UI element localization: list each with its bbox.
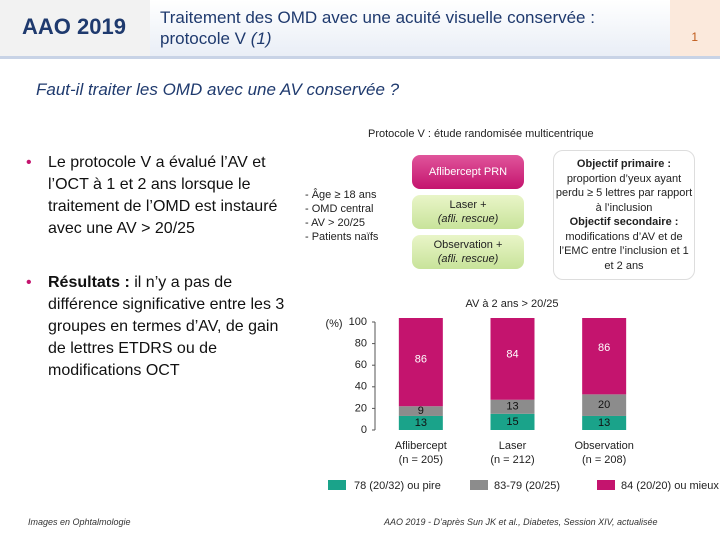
y-tick-label: 20 bbox=[355, 402, 367, 414]
arm-box: Laser + (afli. rescue) bbox=[412, 195, 524, 229]
y-axis-label: (%) bbox=[325, 318, 342, 330]
legend-label: 78 (20/32) ou pire bbox=[354, 480, 441, 492]
page-number: 1 bbox=[691, 30, 698, 44]
data-label: 15 bbox=[506, 416, 518, 428]
bullet-text: Le protocole V a évalué l’AV et l’OCT à … bbox=[48, 154, 278, 237]
title-box: Traitement des OMD avec une acuité visue… bbox=[150, 0, 670, 56]
header-rule bbox=[0, 56, 720, 59]
primary-title: Objectif primaire : bbox=[576, 158, 672, 170]
bar-segment bbox=[582, 415, 627, 430]
arm-box: Aflibercept PRN bbox=[412, 155, 524, 189]
arm-label: (afli. rescue) bbox=[437, 253, 499, 265]
bar-segment bbox=[582, 318, 627, 395]
secondary-text: modifications d’AV et de l’EMC entre l’i… bbox=[559, 230, 689, 272]
x-tick-note: (n = 212) bbox=[490, 454, 534, 466]
inclusion-item: - Patients naïfs bbox=[305, 231, 379, 243]
x-tick-label: Aflibercept bbox=[395, 440, 447, 452]
data-label: 86 bbox=[598, 342, 610, 354]
inclusion-item: - AV > 20/25 bbox=[305, 217, 366, 229]
x-tick-note: (n = 208) bbox=[582, 454, 626, 466]
bar-segment bbox=[398, 415, 443, 430]
arm-label: (afli. rescue) bbox=[437, 213, 499, 225]
y-tick-label: 80 bbox=[355, 338, 367, 350]
plot bbox=[398, 318, 627, 430]
data-label: 13 bbox=[598, 417, 610, 429]
legend-swatch bbox=[328, 480, 346, 490]
legend-swatch bbox=[597, 480, 615, 490]
bullet-dot: • bbox=[26, 274, 32, 291]
chart-title: AV à 2 ans > 20/25 bbox=[465, 298, 558, 310]
data-label: 13 bbox=[415, 417, 427, 429]
title-text: Traitement des OMD avec une acuité visue… bbox=[160, 8, 595, 48]
inclusion-item: - Âge ≥ 18 ans bbox=[305, 189, 377, 201]
x-tick-label: Observation bbox=[575, 440, 634, 452]
bar-segment bbox=[398, 318, 443, 407]
data-label: 86 bbox=[415, 354, 427, 366]
y-tick-label: 100 bbox=[349, 316, 367, 328]
bar-segment bbox=[490, 413, 535, 430]
logo-area: AAO 2019 bbox=[0, 0, 150, 56]
data-label: 9 bbox=[418, 405, 424, 417]
y-tick-label: 60 bbox=[355, 359, 367, 371]
data-label: 13 bbox=[506, 401, 518, 413]
secondary-title: Objectif secondaire : bbox=[569, 216, 679, 228]
footer-left: Images en Ophtalmologie bbox=[28, 517, 131, 527]
study-design: Protocole V : étude randomisée multicent… bbox=[368, 128, 594, 140]
logo: AAO 2019 bbox=[22, 14, 126, 39]
x-tick-label: Laser bbox=[499, 440, 527, 452]
legend-label: 83-79 (20/25) bbox=[494, 480, 560, 492]
bar-segment bbox=[490, 399, 535, 414]
slide-title: Traitement des OMD avec une acuité visue… bbox=[160, 7, 640, 49]
page-box: 1 bbox=[670, 0, 720, 56]
footer-right: AAO 2019 - D’après Sun JK et al., Diabet… bbox=[384, 517, 658, 527]
bar-segment bbox=[398, 406, 443, 416]
legend-label: 84 (20/20) ou mieux bbox=[621, 480, 719, 492]
bullet-lead: Résultats : bbox=[48, 274, 130, 291]
question: Faut-il traiter les OMD avec une AV cons… bbox=[36, 80, 400, 99]
bar-segment bbox=[582, 394, 627, 416]
arm-label: Laser + bbox=[449, 199, 487, 211]
bullet-text: il n’y a pas de différence significative… bbox=[48, 274, 285, 379]
primary-text: proportion d’yeux ayant perdu ≥ 5 lettre… bbox=[555, 172, 693, 214]
arm-label: Observation + bbox=[433, 239, 503, 251]
data-label: 20 bbox=[598, 399, 610, 411]
inclusion-item: - OMD central bbox=[305, 203, 374, 215]
bullet-list: • Le protocole V a évalué l’AV et l’OCT à… bbox=[26, 152, 291, 382]
x-tick-note: (n = 205) bbox=[399, 454, 443, 466]
bullet: • Résultats : il n’y a pas de différence … bbox=[26, 272, 291, 382]
objectives: Objectif primaire : proportion d’yeux aya… bbox=[553, 150, 695, 280]
data-label: 84 bbox=[506, 348, 518, 360]
bar-segment bbox=[490, 318, 535, 400]
inclusion-list: - Âge ≥ 18 ans - OMD central - AV > 20/25 -… bbox=[305, 188, 378, 244]
legend-swatch bbox=[470, 480, 488, 490]
title-suffix: (1) bbox=[250, 29, 272, 48]
bullet: • Le protocole V a évalué l’AV et l’OCT à… bbox=[26, 152, 291, 240]
y-tick-label: 40 bbox=[355, 381, 367, 393]
arm-label: Aflibercept PRN bbox=[428, 166, 508, 178]
y-tick-label: 0 bbox=[361, 424, 367, 436]
bullet-dot: • bbox=[26, 154, 32, 171]
arm-box: Observation + (afli. rescue) bbox=[412, 235, 524, 269]
